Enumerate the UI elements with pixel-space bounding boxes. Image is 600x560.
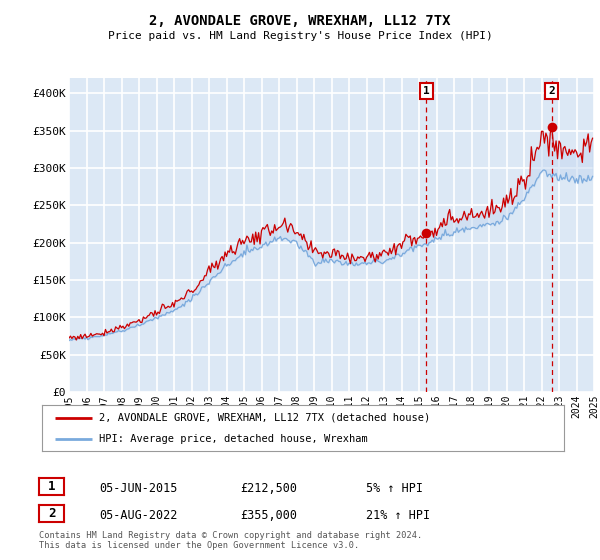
Text: 5% ↑ HPI: 5% ↑ HPI <box>366 482 423 495</box>
Text: £355,000: £355,000 <box>240 508 297 522</box>
Text: 2, AVONDALE GROVE, WREXHAM, LL12 7TX: 2, AVONDALE GROVE, WREXHAM, LL12 7TX <box>149 14 451 28</box>
Text: £212,500: £212,500 <box>240 482 297 495</box>
Text: 2: 2 <box>548 86 555 96</box>
Text: 1: 1 <box>423 86 430 96</box>
Text: 2, AVONDALE GROVE, WREXHAM, LL12 7TX (detached house): 2, AVONDALE GROVE, WREXHAM, LL12 7TX (de… <box>100 413 431 423</box>
Text: 1: 1 <box>48 480 55 493</box>
Text: 05-JUN-2015: 05-JUN-2015 <box>99 482 178 495</box>
Text: 2: 2 <box>48 507 55 520</box>
Text: 05-AUG-2022: 05-AUG-2022 <box>99 508 178 522</box>
Text: 21% ↑ HPI: 21% ↑ HPI <box>366 508 430 522</box>
Text: HPI: Average price, detached house, Wrexham: HPI: Average price, detached house, Wrex… <box>100 435 368 444</box>
Text: Contains HM Land Registry data © Crown copyright and database right 2024.
This d: Contains HM Land Registry data © Crown c… <box>39 531 422 550</box>
Text: Price paid vs. HM Land Registry's House Price Index (HPI): Price paid vs. HM Land Registry's House … <box>107 31 493 41</box>
